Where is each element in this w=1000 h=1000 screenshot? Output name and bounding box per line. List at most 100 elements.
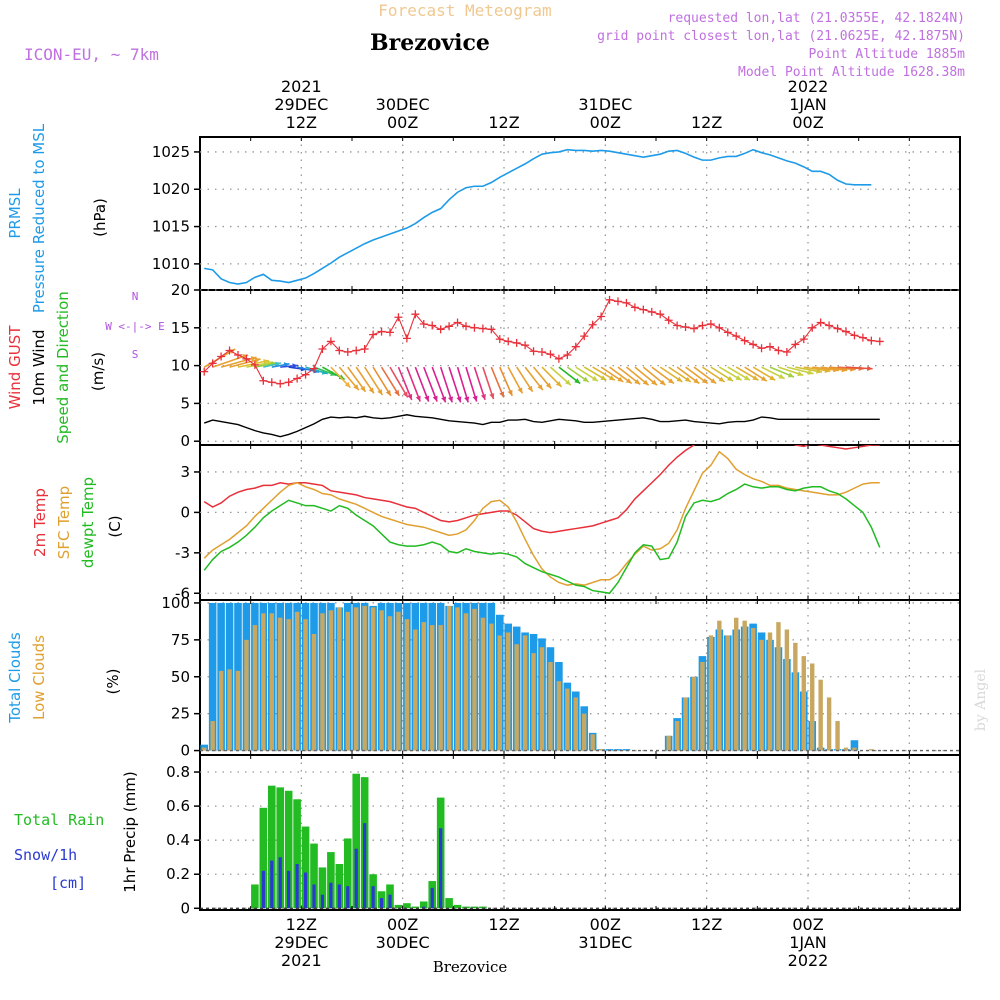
snow-bar [287, 870, 291, 909]
panel-label: Low Clouds [30, 635, 48, 720]
gust-marker [681, 323, 690, 332]
wind-arrowhead [432, 395, 438, 402]
wind-arrowhead [807, 369, 814, 375]
cloud-bar-low [556, 681, 562, 751]
gust-marker [369, 330, 378, 339]
y-tick-label: 1020 [152, 180, 190, 198]
cloud-bar-low [294, 611, 300, 751]
y-tick-label: 0 [180, 503, 190, 521]
gust-marker [470, 323, 479, 332]
wind-arrowhead [608, 375, 615, 381]
bottom-time-label: 30DEC [376, 933, 430, 952]
wind-arrowhead [651, 379, 658, 386]
cloud-bar-low [767, 632, 773, 751]
cloud-bar-low [843, 747, 849, 751]
model-name: ICON-EU, ~ 7km [24, 45, 159, 64]
y-tick-label: 5 [180, 394, 190, 412]
wind-arrowhead [472, 395, 478, 402]
rain-bar [394, 904, 403, 909]
wind-arrowhead [710, 378, 717, 384]
cloud-bar-low [269, 613, 274, 751]
rain-bar [479, 906, 487, 909]
snow-bar [346, 886, 350, 909]
gust-marker [833, 324, 842, 333]
panel-unit: (%) [104, 669, 122, 695]
top-time-label: 00Z [590, 113, 621, 132]
cloud-bar-low [404, 619, 410, 751]
cloud-bar-low [480, 617, 486, 751]
wind-arrow [406, 366, 421, 402]
y-tick-label: 0 [180, 432, 190, 450]
wind-arrow [482, 366, 495, 400]
cloud-bar-low [320, 613, 325, 751]
rain-bar [318, 867, 327, 909]
wind-arrow [431, 366, 447, 403]
panel-unit: (m/s) [89, 352, 107, 391]
gust-marker [250, 360, 259, 369]
panel-unit: 1hr Precip (mm) [121, 771, 139, 892]
gust-marker [740, 336, 749, 345]
panel-label: [cm] [50, 874, 86, 892]
y-tick-label: -3 [175, 544, 190, 562]
y-tick-label: 10 [171, 357, 190, 375]
gust-marker [622, 298, 631, 307]
gust-marker [842, 327, 850, 336]
cloud-bar-low [278, 617, 283, 751]
rain-bar [284, 790, 293, 909]
footer-station: Brezovice [433, 958, 508, 976]
wind-arrowhead [385, 389, 391, 396]
cloud-bar-low [235, 670, 241, 751]
cloud-bar-low [826, 697, 832, 751]
gust-marker [436, 325, 445, 334]
compass-s: S [132, 348, 139, 361]
wind-arrow [439, 366, 453, 403]
rain-bar [293, 799, 301, 909]
wind-arrowhead [574, 378, 581, 384]
snow-bar [430, 887, 434, 909]
y-tick-label: 0.6 [166, 797, 190, 815]
panel-label: dewpt Temp [79, 477, 97, 568]
gust-marker [673, 321, 682, 330]
gust-marker [605, 295, 614, 304]
cloud-bar-low [869, 749, 874, 751]
top-time-label: 30DEC [376, 95, 430, 114]
panel-label: 10m Wind [30, 329, 48, 405]
requested-coords: requested lon,lat (21.0355E, 42.1824N) [668, 11, 965, 26]
snow-bar [278, 857, 282, 909]
wind-arrowhead [701, 378, 708, 384]
wind-arrowhead [394, 389, 400, 396]
top-time-label: 12Z [691, 113, 722, 132]
gust-marker [318, 344, 327, 353]
cloud-bar-low [759, 639, 764, 751]
cloud-bar-low [438, 625, 443, 751]
wind-arrowhead [787, 372, 794, 378]
cloud-bar-total [850, 740, 859, 751]
series-line-dewpt-temp [203, 483, 881, 595]
chart-title: Forecast Meteogram [378, 1, 551, 20]
wind-arrow [397, 366, 413, 401]
wind-arrow [456, 366, 469, 403]
cloud-bar-low [565, 688, 570, 751]
cloud-bar-low [674, 721, 680, 751]
y-tick-label: 15 [171, 319, 190, 337]
cloud-bar-low [590, 734, 595, 751]
cloud-bar-low [210, 721, 215, 751]
panel-label: Pressure Reduced to MSL [30, 123, 48, 313]
y-tick-label: -6 [175, 584, 190, 602]
series-line-10m-wind [203, 414, 880, 438]
cloud-bar-low [345, 611, 350, 751]
wind-arrowhead [676, 376, 683, 382]
gust-marker [402, 334, 411, 343]
top-time-label: 00Z [792, 113, 823, 132]
gust-marker [529, 347, 538, 356]
wind-arrowhead [368, 387, 374, 394]
cloud-bar-low [717, 620, 722, 751]
panel-label: Total Rain [14, 811, 104, 829]
panel-clouds: 0 25 50 75 100 Total Clouds Low Clouds (%) [6, 594, 961, 760]
cloud-bar-low [818, 679, 823, 751]
gust-marker [495, 335, 504, 344]
wind-arrowhead [489, 393, 495, 400]
gust-marker [538, 348, 546, 356]
y-tick-label: 3 [180, 463, 190, 481]
